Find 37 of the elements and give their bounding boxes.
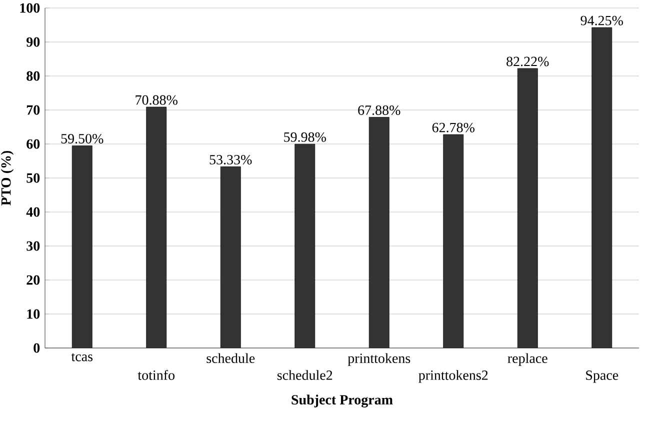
x-tick-label: printtokens <box>348 353 410 366</box>
bar <box>369 117 390 348</box>
bar <box>592 27 612 348</box>
x-tick-label: printtokens2 <box>418 370 488 383</box>
y-axis-title: PTO (%) <box>0 150 14 206</box>
x-tick-label: replace <box>508 353 548 366</box>
bar <box>72 146 92 348</box>
y-tick-label: 40 <box>26 207 40 217</box>
bar <box>443 134 464 348</box>
data-label: 94.25% <box>580 16 623 26</box>
bar <box>294 144 315 348</box>
data-label: 59.98% <box>284 132 326 142</box>
y-tick-label: 100 <box>20 3 40 13</box>
data-label: 82.22% <box>506 56 549 66</box>
data-label: 62.78% <box>432 122 474 132</box>
x-tick-label: schedule <box>206 353 255 364</box>
y-tick-label: 80 <box>26 71 40 81</box>
x-tick-label: totinfo <box>138 370 175 380</box>
bar <box>146 107 166 348</box>
x-tick-label: Space <box>586 370 618 383</box>
y-tick-label: 0 <box>34 343 40 353</box>
y-tick-label: 60 <box>26 139 40 149</box>
y-tick-label: 70 <box>26 105 40 115</box>
bar <box>220 166 241 348</box>
data-label: 70.88% <box>136 95 178 105</box>
bar <box>518 68 538 348</box>
y-tick-label: 10 <box>27 309 40 319</box>
data-label: 59.50% <box>61 134 104 144</box>
y-tick-label: 90 <box>26 37 40 47</box>
y-tick-label: 30 <box>26 241 40 251</box>
data-label: 53.33% <box>210 154 252 164</box>
x-tick-label: tcas <box>71 353 93 362</box>
data-label: 67.88% <box>358 105 400 116</box>
y-tick-label: 20 <box>26 275 40 285</box>
x-axis-title: Subject Program <box>292 394 393 408</box>
y-tick-label: 50 <box>26 173 40 183</box>
x-tick-label: schedule2 <box>277 370 332 380</box>
